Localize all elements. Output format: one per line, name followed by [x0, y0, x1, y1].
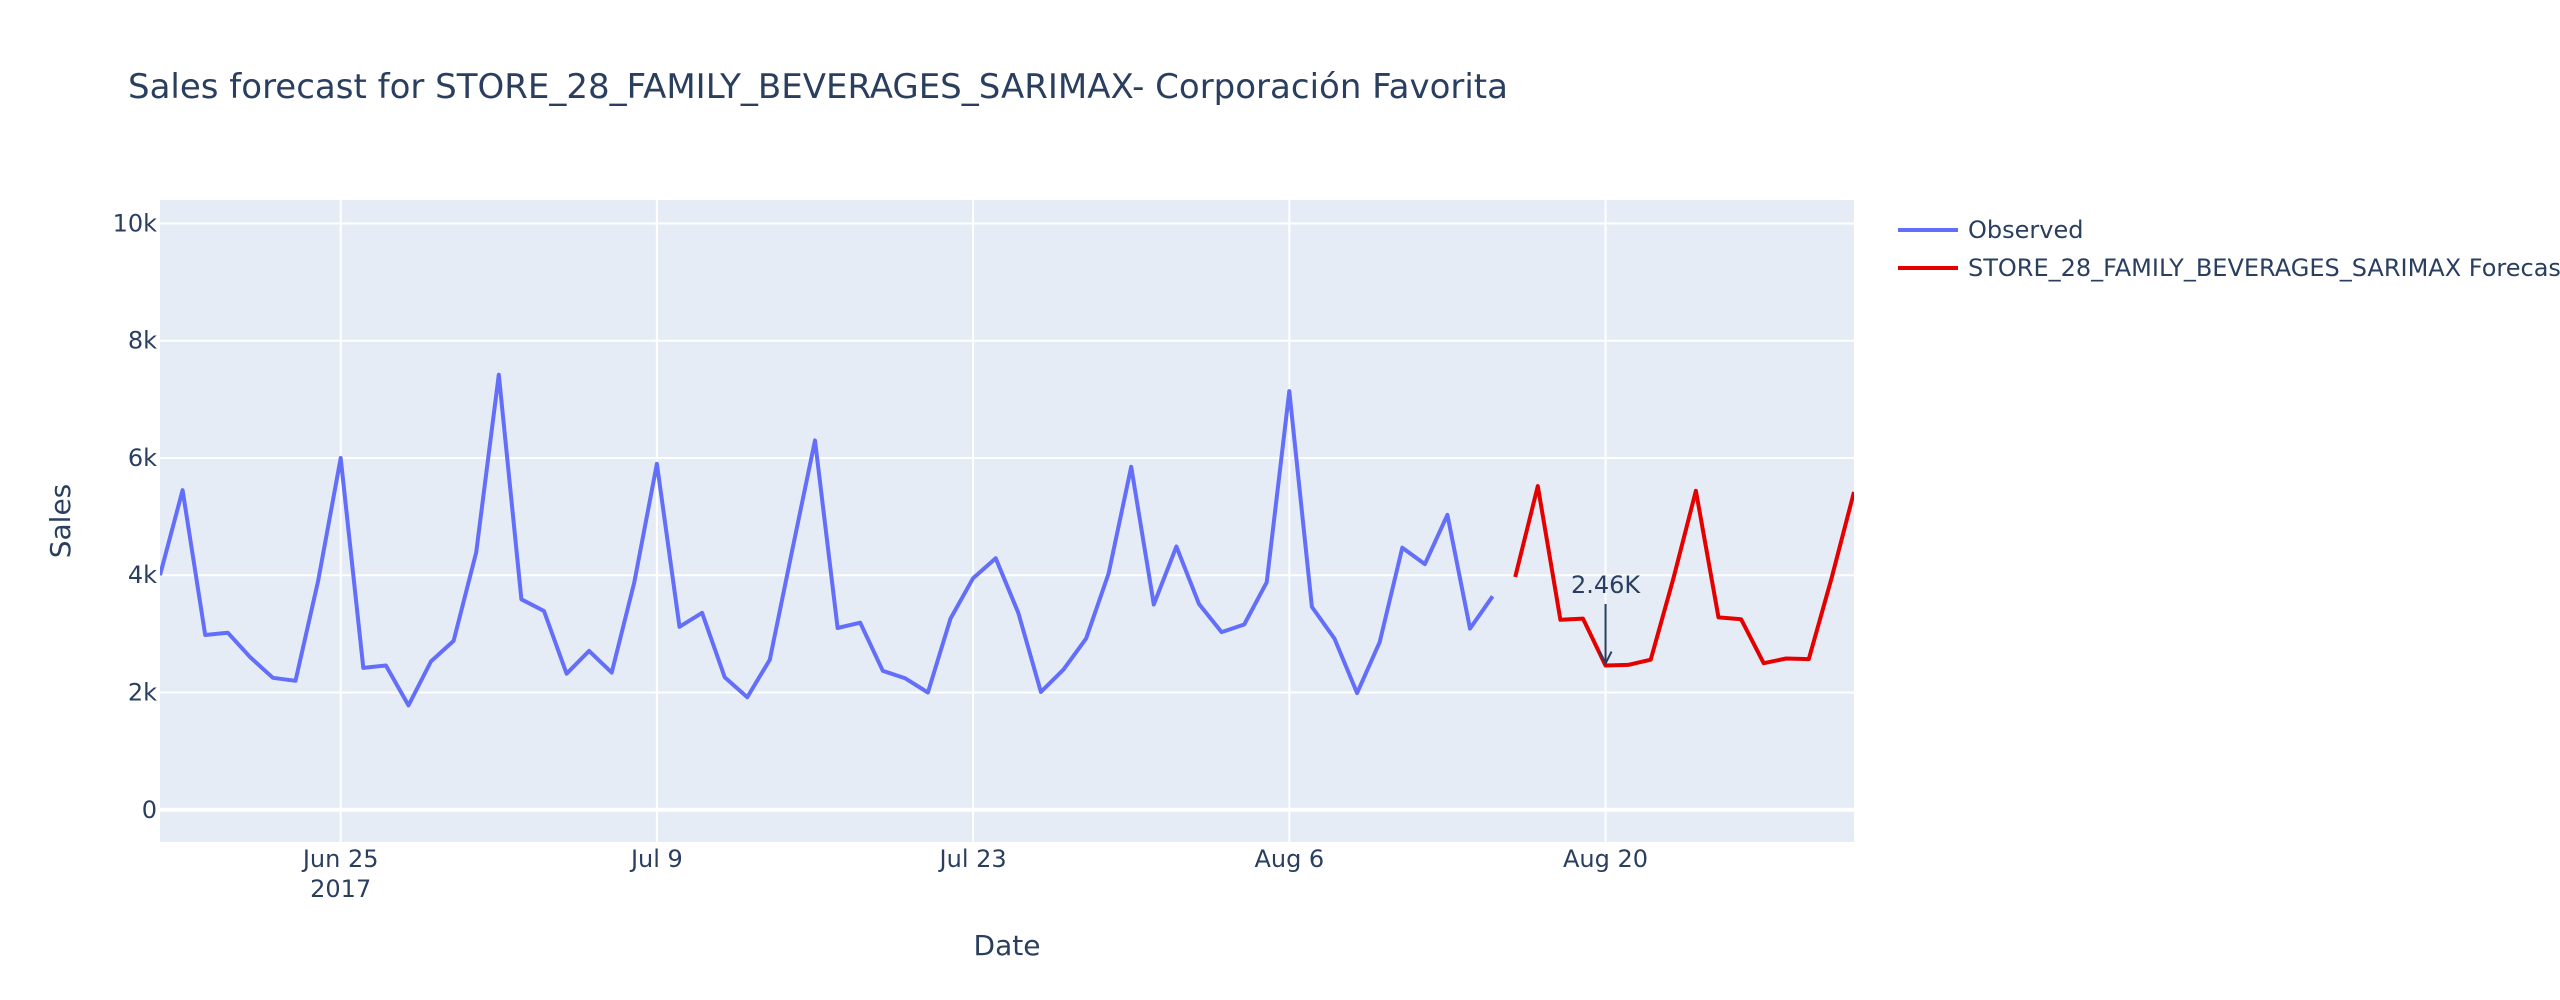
y-tick-label: 2k: [128, 678, 157, 706]
x-tick-label: Jul 23: [938, 845, 1007, 873]
legend-label: Observed: [1968, 216, 2083, 244]
annotation-arrowhead: [1598, 651, 1613, 666]
x-tick-year-label: 2017: [310, 875, 371, 903]
y-axis-title: Sales: [44, 484, 77, 559]
y-tick-label: 4k: [128, 561, 157, 589]
legend-item[interactable]: Observed: [1898, 216, 2083, 244]
grid-lines: [160, 200, 1854, 842]
forecast-series-line: [1513, 484, 1854, 668]
legend[interactable]: Observed STORE_28_FAMILY_BEVERAGES_SARIMA…: [1898, 216, 2560, 282]
y-tick-label: 10k: [113, 209, 158, 237]
observed-series-line: [160, 372, 1495, 708]
chart-title: Sales forecast for STORE_28_FAMILY_BEVER…: [128, 67, 1508, 107]
y-tick-label: 0: [142, 796, 157, 824]
y-tick-label: 8k: [128, 327, 157, 355]
series-layer: [160, 372, 1854, 708]
legend-item[interactable]: STORE_28_FAMILY_BEVERAGES_SARIMAX Foreca…: [1898, 254, 2560, 282]
x-tick-label: Aug 20: [1563, 845, 1648, 873]
y-tick-label: 6k: [128, 444, 157, 472]
y-axis-ticks: 0 2k 4k 6k 8k 10k: [113, 209, 158, 823]
x-tick-label: Jul 9: [629, 845, 683, 873]
annotation-layer: 2.46K: [1571, 571, 1641, 666]
legend-label: STORE_28_FAMILY_BEVERAGES_SARIMAX Foreca…: [1968, 254, 2560, 282]
x-tick-label: Jun 25: [301, 845, 379, 873]
x-axis-title: Date: [974, 929, 1041, 962]
annotation-label: 2.46K: [1571, 571, 1641, 599]
x-tick-label: Aug 6: [1254, 845, 1324, 873]
plot-area: [160, 200, 1854, 842]
